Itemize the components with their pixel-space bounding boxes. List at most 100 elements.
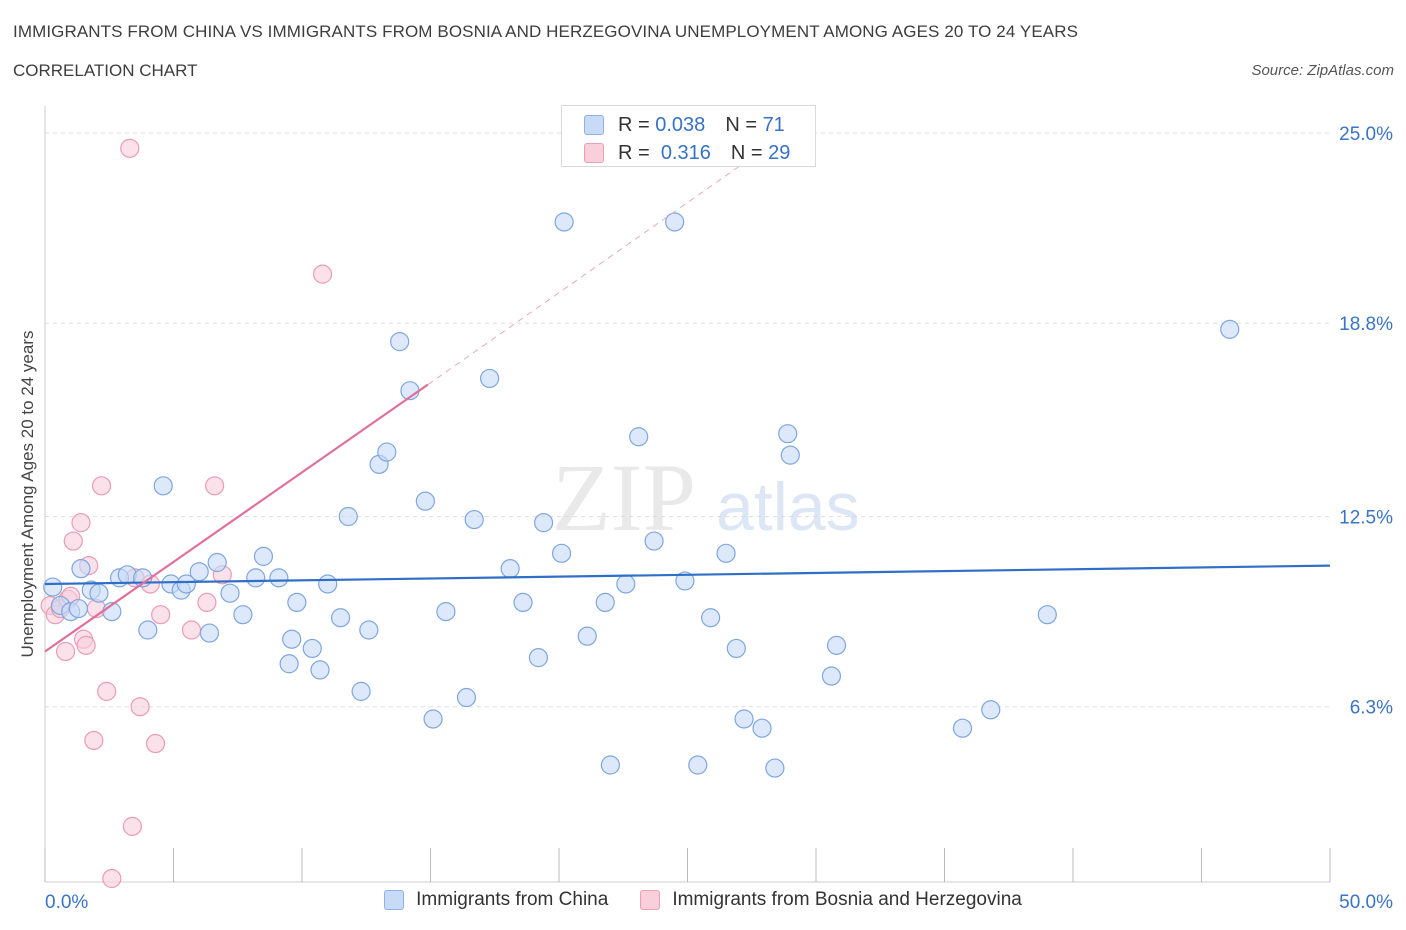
watermark: ZIP atlas bbox=[552, 444, 860, 551]
bosnia-r-value: 0.316 bbox=[660, 141, 711, 164]
bosnia-swatch-icon bbox=[584, 143, 604, 163]
china-r-label: R = bbox=[618, 113, 650, 136]
bosnia-point bbox=[120, 138, 140, 158]
bosnia-point bbox=[312, 264, 333, 284]
legend-bosnia-label: Immigrants from Bosnia and Herzegovina bbox=[672, 889, 1022, 910]
china-point bbox=[480, 368, 500, 389]
china-point bbox=[716, 543, 736, 563]
bosnia-point bbox=[102, 868, 122, 889]
legend-item-bosnia[interactable]: Immigrants from Bosnia and Herzegovina bbox=[640, 889, 1022, 911]
china-point bbox=[415, 491, 435, 511]
china-point bbox=[89, 583, 109, 603]
china-point bbox=[528, 648, 549, 668]
china-point bbox=[351, 681, 371, 701]
china-point bbox=[233, 605, 253, 625]
china-point bbox=[253, 546, 274, 566]
china-point bbox=[207, 552, 227, 573]
china-point bbox=[423, 709, 443, 729]
china-r-value: 0.038 bbox=[655, 113, 706, 136]
bosnia-point bbox=[97, 681, 117, 701]
trend-lines bbox=[44, 157, 1331, 653]
china-point bbox=[269, 568, 289, 588]
china-point bbox=[310, 660, 330, 680]
china-point bbox=[765, 758, 785, 778]
bosnia-trend-extension bbox=[427, 157, 753, 385]
china-point bbox=[68, 598, 89, 619]
bosnia-point bbox=[181, 620, 202, 640]
y-tick-label: 25.0% bbox=[1339, 124, 1393, 145]
legend-bosnia-swatch-icon bbox=[640, 890, 661, 910]
bosnia-point bbox=[55, 641, 76, 662]
bosnia-point bbox=[197, 592, 217, 613]
china-point bbox=[287, 592, 307, 613]
china-point bbox=[600, 755, 621, 775]
china-point bbox=[43, 577, 63, 597]
china-point bbox=[726, 638, 746, 659]
china-point bbox=[1037, 605, 1057, 625]
legend-item-china[interactable]: Immigrants from China bbox=[384, 889, 608, 911]
china-point bbox=[390, 332, 410, 352]
china-point bbox=[338, 506, 358, 527]
stats-row-bosnia: R = 0.316 N = 29 bbox=[584, 139, 790, 167]
y-tick-label: 6.3% bbox=[1350, 698, 1393, 719]
bosnia-r-label: R = bbox=[618, 141, 650, 164]
stats-box: R = 0.038 N = 71 R = 0.316 N = 29 bbox=[561, 105, 816, 167]
bosnia-point bbox=[76, 635, 96, 655]
china-point bbox=[138, 620, 158, 640]
x-tick-label: 50.0% bbox=[1339, 892, 1393, 913]
china-point bbox=[629, 427, 649, 447]
china-point bbox=[318, 574, 338, 594]
china-point bbox=[513, 592, 533, 613]
legend-china-swatch-icon bbox=[384, 890, 405, 910]
china-point bbox=[246, 568, 266, 588]
china-point bbox=[199, 623, 220, 643]
china-point bbox=[981, 700, 1001, 720]
china-point bbox=[780, 445, 800, 465]
watermark-zip: ZIP bbox=[552, 444, 696, 551]
china-point bbox=[952, 718, 973, 738]
chart-title: IMMIGRANTS FROM CHINA VS IMMIGRANTS FROM… bbox=[13, 22, 1079, 41]
tick-labels: 6.3% 12.5% 18.8% 25.0% 0.0% 50.0% bbox=[45, 124, 1393, 913]
china-point bbox=[616, 574, 636, 594]
bosnia-point bbox=[151, 605, 171, 625]
china-point bbox=[153, 476, 173, 496]
stats-row-china: R = 0.038 N = 71 bbox=[584, 111, 785, 139]
china-point bbox=[302, 638, 322, 659]
bosnia-point bbox=[205, 476, 225, 496]
bosnia-point bbox=[91, 476, 112, 496]
china-point bbox=[551, 543, 572, 563]
china-point bbox=[71, 559, 91, 579]
y-axis-label: Unemployment Among Ages 20 to 24 years bbox=[18, 331, 37, 658]
china-trend-line bbox=[44, 564, 1331, 586]
china-point bbox=[665, 212, 685, 232]
bosnia-n-label: N = bbox=[730, 141, 763, 164]
axes bbox=[44, 106, 1331, 883]
china-point bbox=[330, 608, 351, 628]
series-bosnia-points bbox=[40, 138, 333, 889]
x-tick-label: 0.0% bbox=[45, 892, 88, 913]
china-point bbox=[675, 571, 695, 591]
china-point bbox=[554, 212, 574, 232]
china-point bbox=[1220, 319, 1240, 339]
china-point bbox=[282, 629, 302, 649]
series-china-points bbox=[43, 212, 1240, 778]
china-swatch-icon bbox=[584, 115, 604, 135]
china-point bbox=[189, 562, 209, 582]
china-point bbox=[533, 513, 554, 533]
source-label: Source: ZipAtlas.com bbox=[1251, 62, 1394, 79]
china-n-value: 71 bbox=[762, 113, 785, 136]
china-point bbox=[701, 608, 721, 628]
watermark-atlas: atlas bbox=[716, 469, 860, 545]
china-point bbox=[176, 574, 196, 594]
bosnia-point bbox=[130, 697, 150, 717]
bosnia-point bbox=[63, 531, 83, 551]
china-point bbox=[752, 718, 772, 738]
china-point bbox=[436, 602, 456, 622]
chart-subtitle: CORRELATION CHART bbox=[13, 61, 198, 80]
bosnia-point bbox=[145, 733, 166, 754]
bosnia-n-value: 29 bbox=[768, 141, 791, 164]
china-point bbox=[220, 583, 240, 603]
china-point bbox=[456, 687, 477, 708]
y-tick-label: 18.8% bbox=[1339, 314, 1393, 335]
